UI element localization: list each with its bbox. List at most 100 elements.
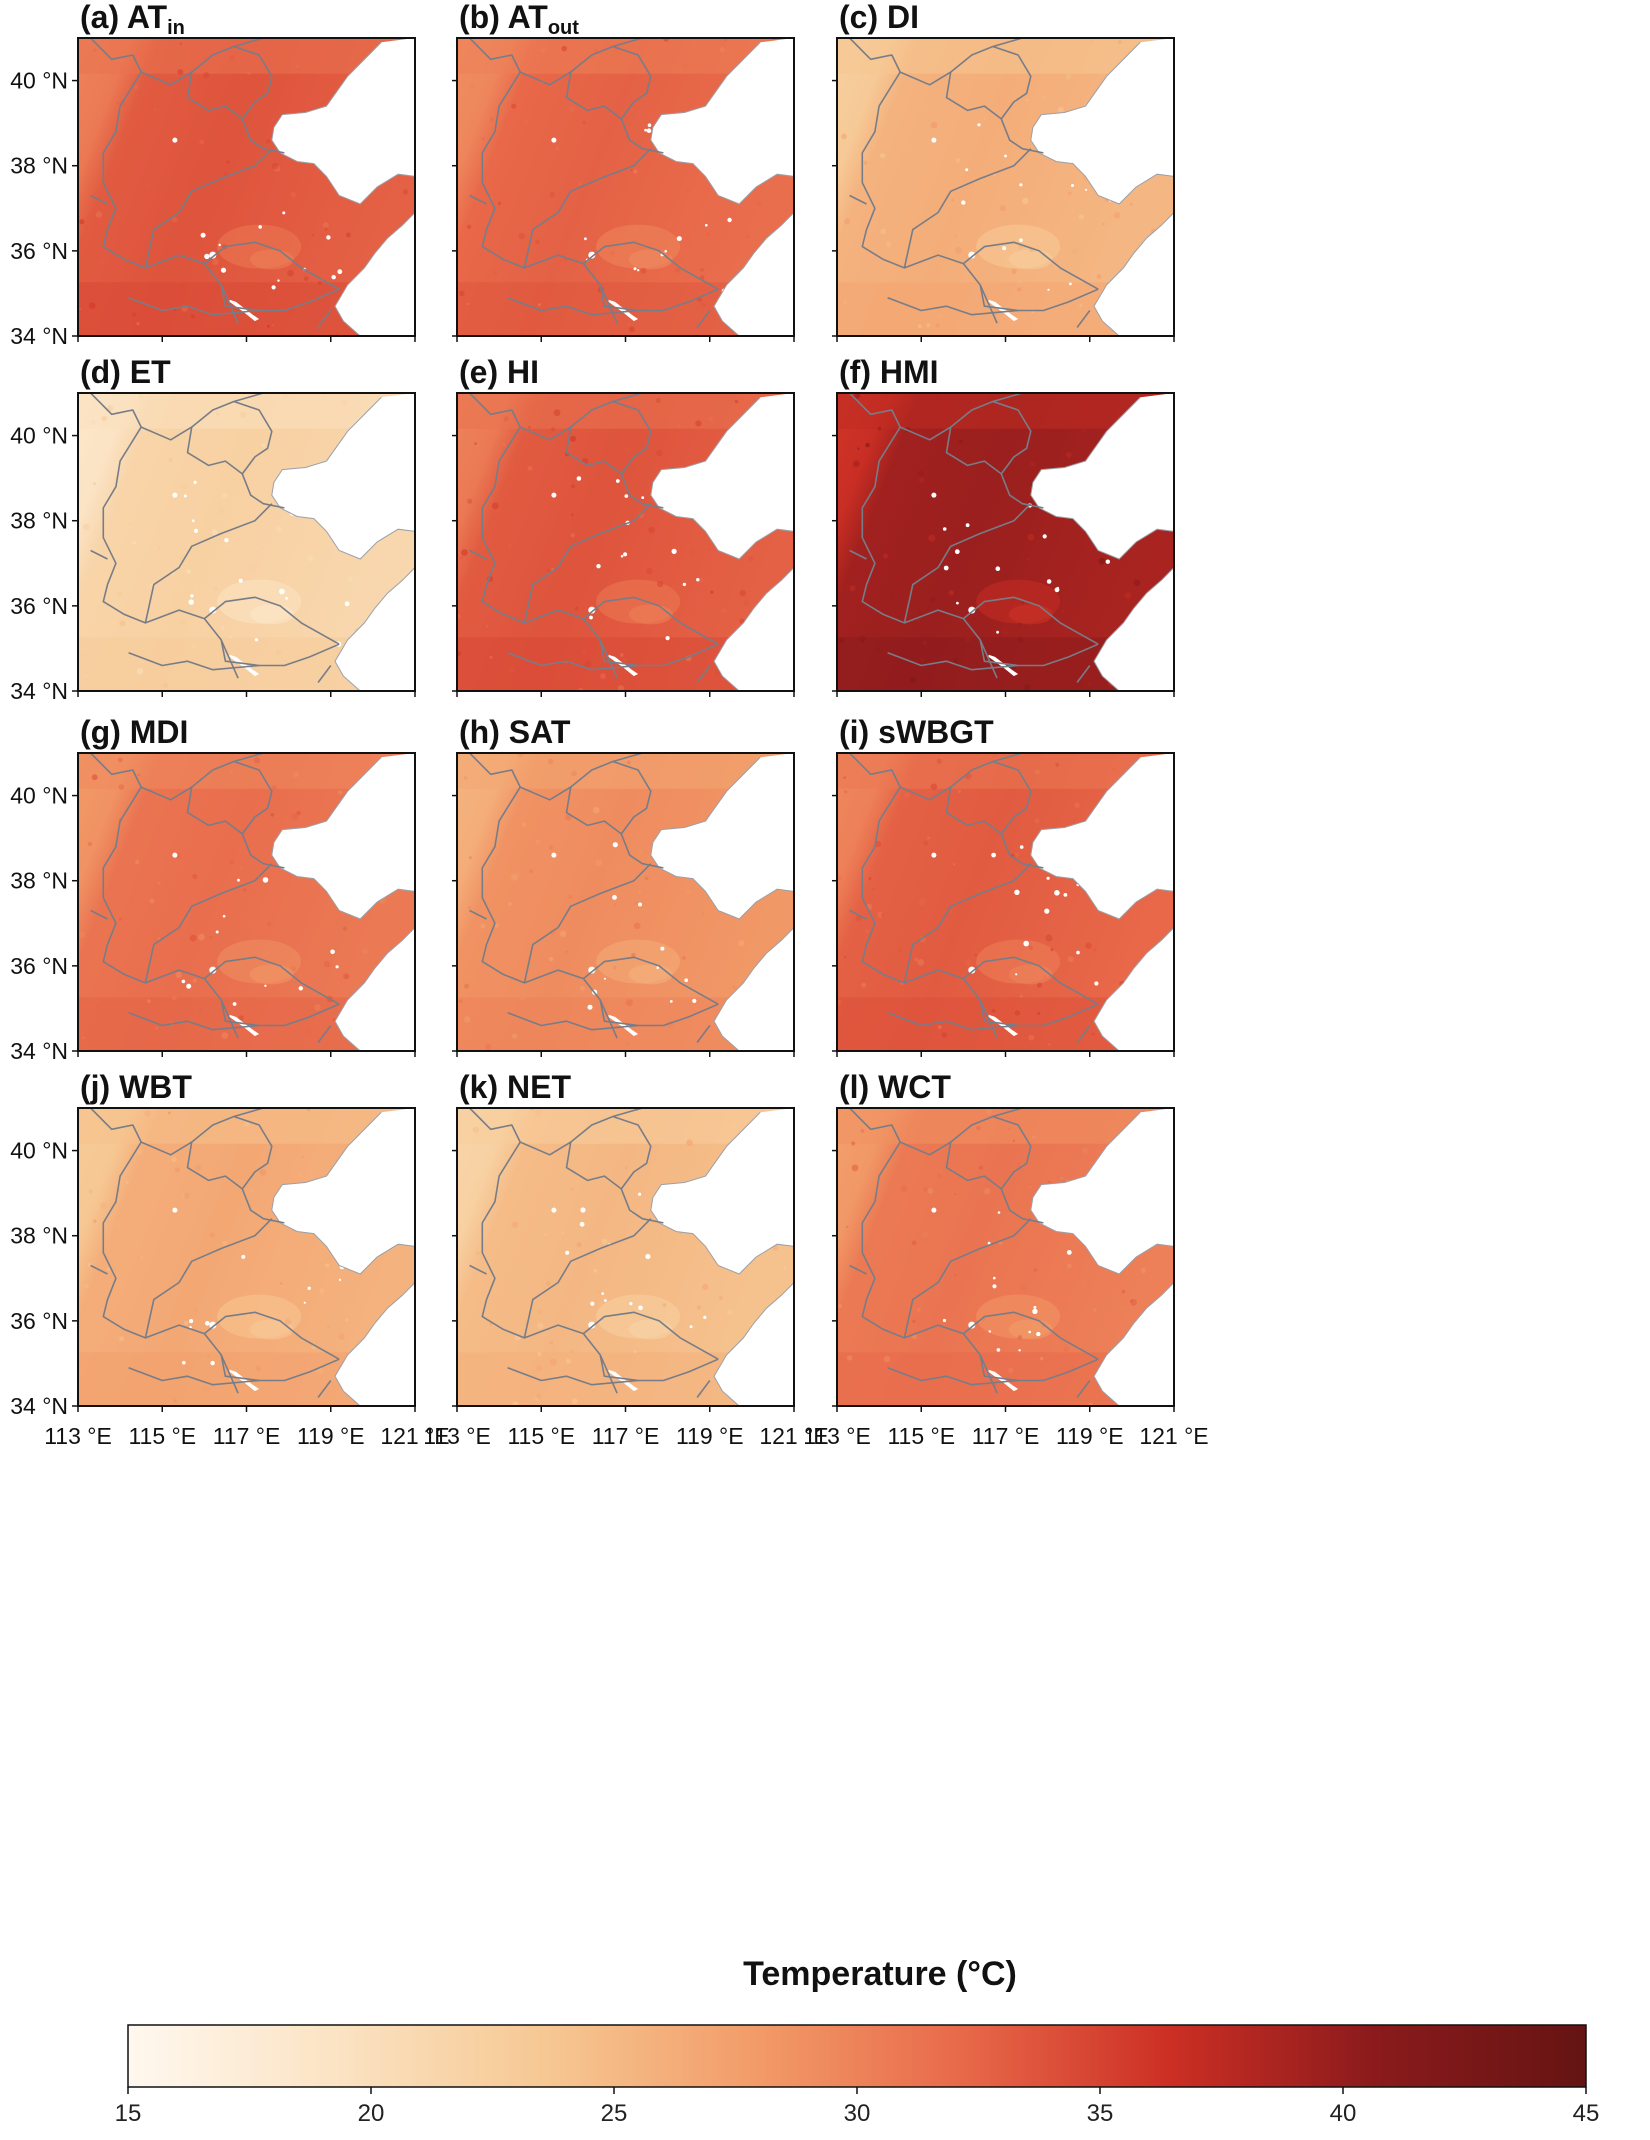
field-speckle	[224, 543, 229, 548]
field-speckle	[912, 1319, 916, 1324]
province-border	[945, 1141, 1002, 1190]
field-speckle	[624, 1388, 628, 1392]
field-speckle	[610, 250, 615, 256]
lake	[1019, 845, 1024, 849]
field-speckle	[653, 1234, 657, 1237]
field-speckle	[162, 682, 169, 688]
province-border	[144, 863, 273, 984]
x-tick-label: 117 °E	[213, 1423, 281, 1449]
province-border	[144, 148, 273, 269]
panel-title-k: (k) NET	[459, 1069, 571, 1105]
field-speckle	[682, 956, 686, 960]
field-speckle	[485, 1043, 492, 1051]
lake	[285, 597, 288, 600]
field-speckle	[629, 326, 635, 333]
baiyangdian-lake	[551, 1207, 557, 1213]
province-border	[128, 296, 260, 316]
x-tick-label: 113 °E	[44, 1423, 112, 1449]
lake	[190, 594, 194, 598]
field-speckle	[930, 121, 938, 129]
lake	[222, 914, 226, 918]
field-speckle	[528, 426, 531, 429]
field-speckle	[517, 753, 524, 758]
field-speckle	[290, 191, 297, 198]
field-speckle	[211, 529, 218, 536]
field-speckle	[674, 267, 680, 273]
dongping-lake	[968, 251, 976, 259]
field-speckle	[397, 179, 401, 183]
field-speckle	[852, 460, 860, 468]
field-speckle	[534, 1396, 539, 1402]
lake	[338, 1278, 342, 1281]
field-speckle	[991, 1008, 996, 1013]
province-border	[599, 284, 618, 324]
field-speckle	[756, 201, 762, 207]
province-border	[612, 393, 643, 403]
field-speckle	[553, 409, 561, 417]
lake	[192, 519, 195, 522]
field-speckle	[1117, 40, 1122, 45]
lake	[996, 1348, 1001, 1352]
lake	[665, 636, 670, 641]
panel-field-c	[837, 38, 1174, 336]
y-tick-label: 38 °N	[10, 1223, 68, 1249]
lake	[993, 1276, 996, 1280]
field-speckle	[1007, 1367, 1014, 1374]
x-tick-label: 117 °E	[972, 1423, 1040, 1449]
lake	[1085, 188, 1088, 191]
field-speckle	[1112, 767, 1116, 771]
field-speckle	[549, 191, 556, 198]
lake	[646, 128, 652, 133]
field-speckle	[565, 950, 568, 953]
field-speckle	[508, 666, 515, 673]
field-speckle	[325, 1263, 330, 1268]
lake	[676, 236, 682, 242]
province-border	[203, 596, 340, 645]
province-border	[945, 786, 1002, 835]
field-speckle	[183, 1192, 190, 1199]
y-tick-label: 34 °N	[10, 678, 68, 704]
map-panel-f: (f) HMI	[832, 354, 1175, 697]
lake	[238, 578, 243, 583]
coastline	[1030, 396, 1174, 691]
coastline	[1030, 756, 1174, 1051]
panel-field-i	[837, 753, 1174, 1051]
field-speckle	[928, 534, 936, 542]
panel-field-g	[78, 753, 415, 1051]
field-speckle	[511, 103, 517, 109]
field-speckle	[181, 483, 188, 490]
field-speckle	[1078, 214, 1085, 220]
field-speckle	[946, 493, 952, 499]
field-speckle	[637, 850, 643, 856]
field-speckle	[184, 1320, 189, 1325]
province-border	[565, 786, 622, 835]
field-speckle	[584, 660, 592, 668]
lake	[987, 1241, 991, 1245]
field-speckle	[145, 538, 149, 543]
field-speckle	[595, 859, 603, 867]
province-border	[90, 393, 340, 667]
lake	[604, 1299, 607, 1302]
field-speckle	[111, 475, 115, 479]
field-speckle	[212, 258, 219, 266]
field-speckle	[508, 902, 512, 906]
lake	[620, 554, 624, 558]
field-speckle	[571, 770, 577, 777]
field-speckle	[458, 999, 463, 1004]
field-speckle	[581, 649, 588, 656]
lake	[337, 269, 343, 275]
province-border	[849, 38, 1099, 312]
field-speckle	[1026, 98, 1029, 101]
province-border	[469, 194, 487, 205]
field-speckle	[879, 152, 886, 159]
field-speckle	[1017, 1335, 1023, 1340]
field-speckle	[548, 956, 554, 962]
province-border	[945, 426, 1002, 475]
province-border	[507, 296, 639, 316]
field-speckle	[561, 45, 567, 52]
field-speckle	[698, 577, 704, 583]
province-border	[469, 38, 719, 312]
lake	[204, 253, 210, 260]
field-speckle	[226, 160, 230, 164]
field-speckle	[179, 282, 186, 288]
